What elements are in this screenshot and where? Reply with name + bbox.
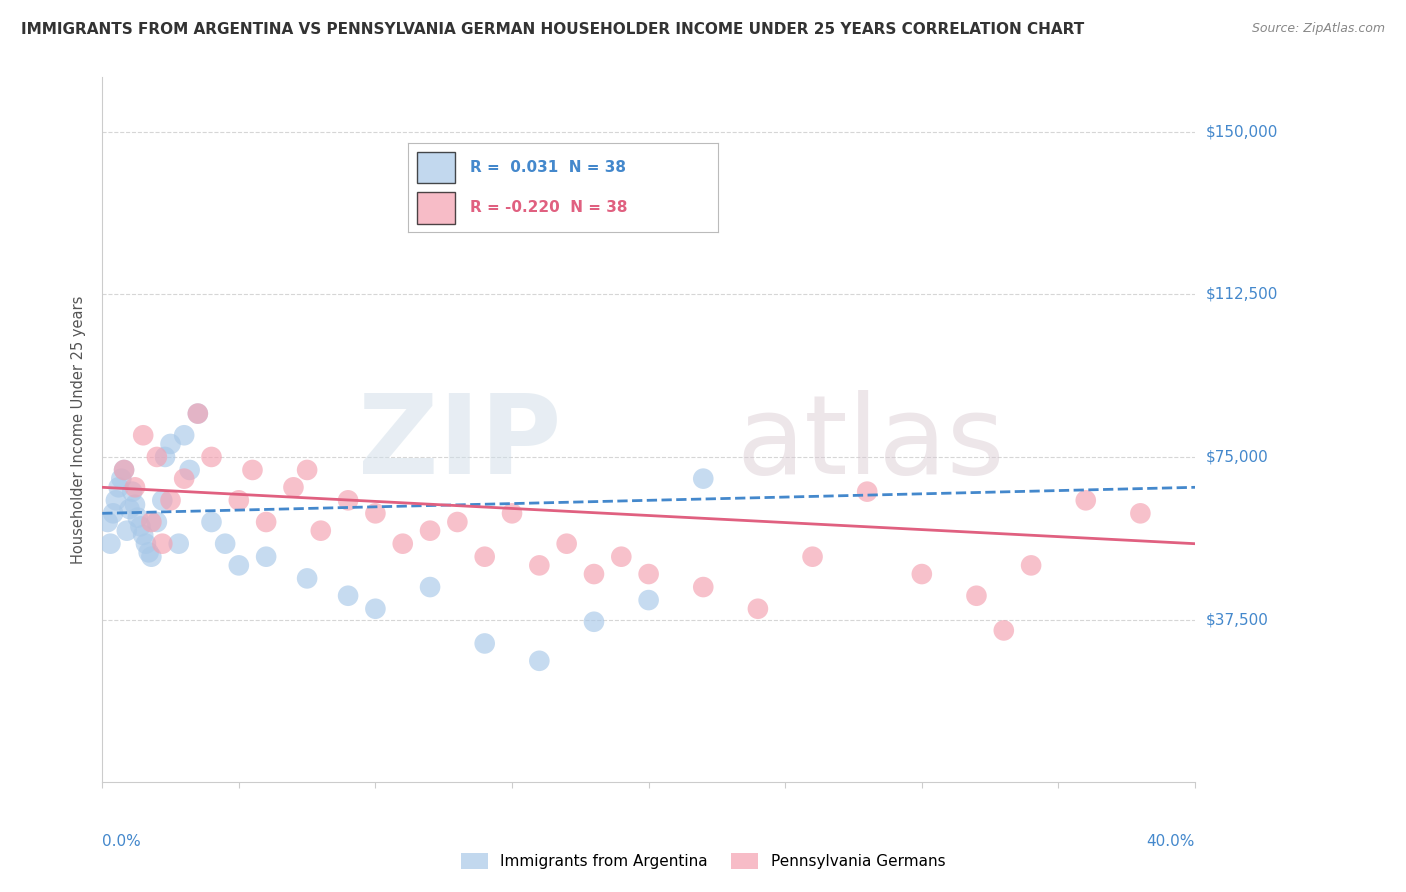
Text: R = -0.220  N = 38: R = -0.220 N = 38 <box>470 200 627 215</box>
FancyBboxPatch shape <box>418 193 454 224</box>
Point <box>801 549 824 564</box>
Point <box>295 463 318 477</box>
Point <box>110 472 132 486</box>
Text: 40.0%: 40.0% <box>1147 834 1195 849</box>
Point <box>127 510 149 524</box>
Point <box>419 580 441 594</box>
Point <box>150 493 173 508</box>
Point <box>118 502 141 516</box>
Point <box>474 549 496 564</box>
Point <box>555 537 578 551</box>
Point <box>337 493 360 508</box>
Text: $150,000: $150,000 <box>1206 124 1278 139</box>
Point <box>582 567 605 582</box>
Point <box>129 519 152 533</box>
Point <box>1074 493 1097 508</box>
Point <box>610 549 633 564</box>
Point <box>146 515 169 529</box>
Legend: Immigrants from Argentina, Pennsylvania Germans: Immigrants from Argentina, Pennsylvania … <box>454 847 952 875</box>
Point <box>391 537 413 551</box>
Y-axis label: Householder Income Under 25 years: Householder Income Under 25 years <box>72 295 86 564</box>
Point <box>692 472 714 486</box>
Point <box>501 506 523 520</box>
Point <box>132 528 155 542</box>
Text: R =  0.031  N = 38: R = 0.031 N = 38 <box>470 160 626 175</box>
Point <box>337 589 360 603</box>
Point <box>187 407 209 421</box>
Point <box>364 601 387 615</box>
Point <box>364 506 387 520</box>
Text: $75,000: $75,000 <box>1206 450 1268 465</box>
Point <box>254 515 277 529</box>
Point <box>141 549 163 564</box>
Point <box>200 450 222 464</box>
Text: IMMIGRANTS FROM ARGENTINA VS PENNSYLVANIA GERMAN HOUSEHOLDER INCOME UNDER 25 YEA: IMMIGRANTS FROM ARGENTINA VS PENNSYLVANI… <box>21 22 1084 37</box>
Point <box>228 558 250 573</box>
Point <box>187 407 209 421</box>
Point <box>419 524 441 538</box>
Point <box>911 567 934 582</box>
Point <box>228 493 250 508</box>
Point <box>856 484 879 499</box>
Point <box>138 545 160 559</box>
Point <box>146 450 169 464</box>
Point <box>112 463 135 477</box>
Point <box>112 463 135 477</box>
Point <box>167 537 190 551</box>
Point <box>121 484 143 499</box>
Point <box>747 601 769 615</box>
Point <box>242 463 264 477</box>
Point <box>474 636 496 650</box>
Point <box>446 515 468 529</box>
Point <box>173 472 195 486</box>
Point <box>582 615 605 629</box>
Point <box>993 624 1015 638</box>
Point <box>104 493 127 508</box>
Point <box>124 480 146 494</box>
Text: $37,500: $37,500 <box>1206 612 1270 627</box>
Point <box>179 463 201 477</box>
Point <box>107 480 129 494</box>
Point <box>159 493 181 508</box>
Point <box>529 654 551 668</box>
Point <box>101 506 124 520</box>
Point <box>966 589 988 603</box>
FancyBboxPatch shape <box>418 153 454 184</box>
Text: Source: ZipAtlas.com: Source: ZipAtlas.com <box>1251 22 1385 36</box>
Point <box>309 524 332 538</box>
Text: 0.0%: 0.0% <box>103 834 141 849</box>
Point <box>100 537 122 551</box>
Point <box>1019 558 1042 573</box>
Point <box>637 593 659 607</box>
Point <box>529 558 551 573</box>
Point <box>214 537 236 551</box>
Point <box>254 549 277 564</box>
Text: ZIP: ZIP <box>357 391 561 498</box>
Point <box>141 515 163 529</box>
Point <box>132 428 155 442</box>
Point <box>692 580 714 594</box>
Point <box>115 524 138 538</box>
Point <box>150 537 173 551</box>
Point <box>173 428 195 442</box>
Point <box>200 515 222 529</box>
Point <box>124 498 146 512</box>
Text: $112,500: $112,500 <box>1206 287 1278 301</box>
Point <box>135 537 157 551</box>
Text: atlas: atlas <box>737 391 1004 498</box>
Point <box>97 515 120 529</box>
Point <box>637 567 659 582</box>
Point <box>1129 506 1152 520</box>
Point <box>295 571 318 585</box>
Point <box>159 437 181 451</box>
Point <box>283 480 305 494</box>
Point <box>153 450 176 464</box>
